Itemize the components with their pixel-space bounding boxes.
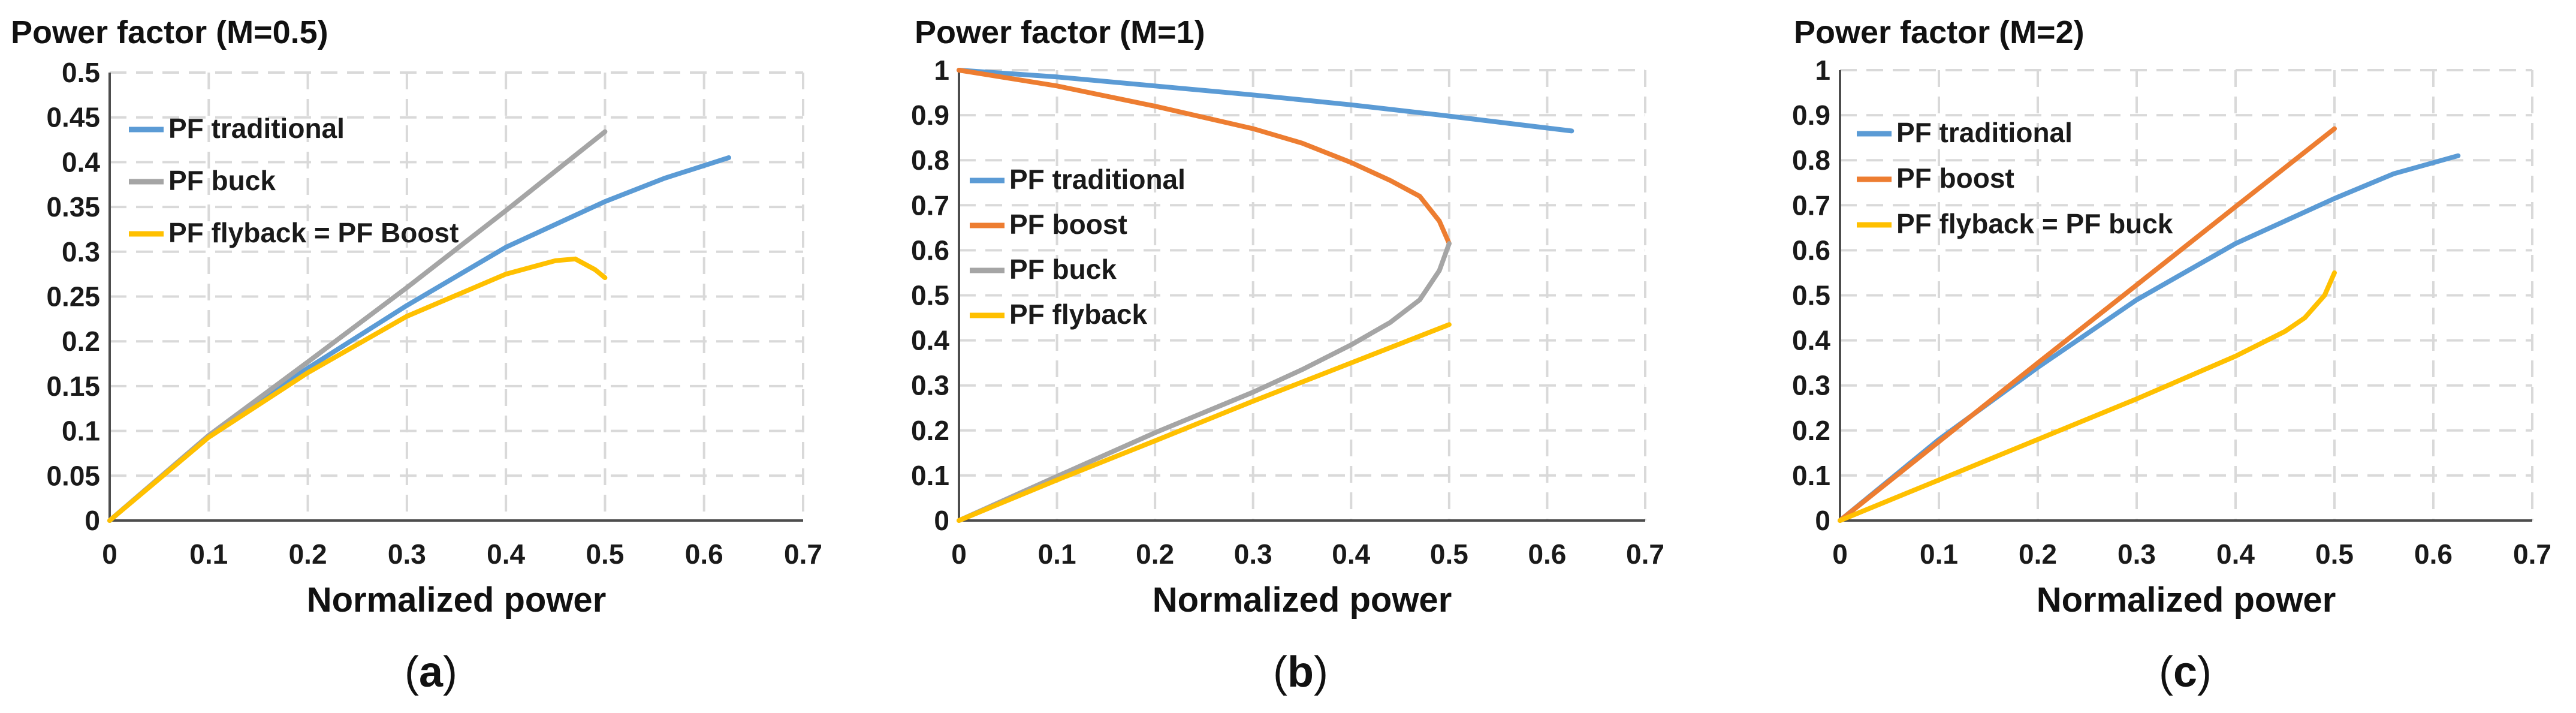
y-tick-label: 0.3 <box>911 370 949 401</box>
legend-label: PF buck <box>168 165 276 196</box>
y-tick-label: 0.3 <box>62 236 100 267</box>
x-tick-label: 0.3 <box>1234 538 1272 570</box>
series-line-pf-flyback-pf-buck <box>1838 270 2337 523</box>
y-tick-label: 0.4 <box>911 325 949 356</box>
series-line-pf-boost <box>957 68 1452 246</box>
chart-title: Power factor (M=0.5) <box>11 14 328 50</box>
x-tick-label: 0.2 <box>289 538 327 570</box>
panel-caption: (a) <box>405 648 457 696</box>
legend-label: PF flyback = PF buck <box>1896 208 2173 239</box>
legend-label: PF traditional <box>168 113 345 144</box>
y-tick-label: 0.1 <box>911 460 949 491</box>
x-tick-label: 0 <box>102 538 117 570</box>
chart-c: Power factor (M=2) 0 0.1 0.2 0.3 0.4 0.5 0.6 0.7… <box>1792 14 2551 696</box>
y-tick-label: 0.25 <box>46 281 100 312</box>
x-tick-label: 0.7 <box>2513 538 2551 570</box>
x-tick-label: 0.1 <box>1920 538 1958 570</box>
x-tick-label: 0.3 <box>2117 538 2156 570</box>
y-tick-label: 0.8 <box>1792 145 1830 176</box>
legend: PF traditional PF boost PF flyback = PF bu… <box>1857 117 2173 239</box>
x-tick-label: 0.4 <box>487 538 525 570</box>
y-tick-label: 0.05 <box>46 460 100 491</box>
y-tick-label: 0.1 <box>62 416 100 447</box>
legend: PF traditional PF boost PF buck PF flyback <box>970 164 1186 330</box>
legend-label: PF traditional <box>1896 117 2073 148</box>
chart-b: Power factor (M=1) 0 0.1 0.2 0.3 0.4 0.5 0.6 0.7… <box>911 14 1664 696</box>
y-tick-label: 0.4 <box>62 146 100 178</box>
x-tick-label: 0.4 <box>1332 538 1370 570</box>
panel-caption: (c) <box>2159 648 2212 696</box>
x-tick-label: 0.2 <box>1136 538 1174 570</box>
series-line-pf-traditional <box>957 68 1574 134</box>
y-tick-label: 0.7 <box>1792 189 1830 221</box>
y-tick-label: 0 <box>85 505 100 536</box>
y-tick-label: 0.35 <box>46 191 100 222</box>
y-tick-label: 0.5 <box>1792 280 1830 311</box>
y-tick-label: 0 <box>934 505 949 536</box>
y-tick-label: 0.15 <box>46 371 100 402</box>
series-line-pf-flyback <box>957 322 1452 523</box>
x-axis-label: Normalized power <box>307 580 607 619</box>
x-axis-label: Normalized power <box>1153 580 1452 619</box>
y-tick-label: 0.2 <box>911 415 949 446</box>
y-tick-label: 0.6 <box>1792 234 1830 266</box>
series-line-pf-boost <box>1838 126 2337 523</box>
legend-label: PF flyback = PF Boost <box>168 217 459 248</box>
series-line-pf-flyback-pf-boost <box>107 256 608 523</box>
x-tick-label: 0 <box>1832 538 1848 570</box>
series-line-pf-buck <box>957 241 1452 523</box>
legend-label: PF boost <box>1009 209 1127 240</box>
x-tick-label: 0.6 <box>685 538 723 570</box>
legend-label: PF flyback <box>1009 299 1148 330</box>
y-tick-label: 0 <box>1815 505 1830 536</box>
chart-title: Power factor (M=1) <box>915 14 1205 50</box>
x-tick-label: 0.2 <box>2019 538 2057 570</box>
x-tick-label: 0.3 <box>388 538 426 570</box>
chart-title: Power factor (M=2) <box>1794 14 2085 50</box>
panel-caption: (b) <box>1273 648 1328 696</box>
x-tick-label: 0.7 <box>1626 538 1664 570</box>
y-tick-label: 0.2 <box>62 326 100 357</box>
legend-label: PF boost <box>1896 163 2014 194</box>
y-tick-label: 0.7 <box>911 189 949 221</box>
x-axis-label: Normalized power <box>2037 580 2336 619</box>
y-tick-label: 0.5 <box>911 280 949 311</box>
y-tick-label: 0.6 <box>911 234 949 266</box>
y-tick-label: 0.8 <box>911 145 949 176</box>
y-tick-label: 1 <box>934 55 949 86</box>
chart-a: Power factor (M=0.5) 0 0.05 0.1 0.15 0.2 0.25 0… <box>11 14 822 696</box>
legend-label: PF traditional <box>1009 164 1186 195</box>
y-tick-label: 0.2 <box>1792 415 1830 446</box>
y-tick-label: 0.5 <box>62 57 100 88</box>
x-tick-label: 0.5 <box>2315 538 2354 570</box>
legend: PF traditional PF buck PF flyback = PF Boo… <box>129 113 459 248</box>
x-tick-label: 0.5 <box>586 538 624 570</box>
x-tick-label: 0 <box>951 538 967 570</box>
y-tick-label: 0.9 <box>911 100 949 131</box>
x-tick-label: 0.7 <box>784 538 822 570</box>
x-tick-label: 0.6 <box>1528 538 1566 570</box>
y-tick-label: 1 <box>1815 55 1830 86</box>
x-tick-label: 0.1 <box>189 538 228 570</box>
y-tick-label: 0.45 <box>46 102 100 133</box>
y-tick-label: 0.1 <box>1792 460 1830 491</box>
y-tick-label: 0.3 <box>1792 370 1830 401</box>
x-tick-label: 0.1 <box>1038 538 1076 570</box>
legend-label: PF buck <box>1009 254 1117 285</box>
y-tick-label: 0.4 <box>1792 325 1830 356</box>
series-line-pf-traditional <box>107 155 731 523</box>
x-tick-label: 0.5 <box>1430 538 1468 570</box>
x-tick-label: 0.6 <box>2414 538 2453 570</box>
x-tick-label: 0.4 <box>2216 538 2255 570</box>
y-tick-label: 0.9 <box>1792 100 1830 131</box>
